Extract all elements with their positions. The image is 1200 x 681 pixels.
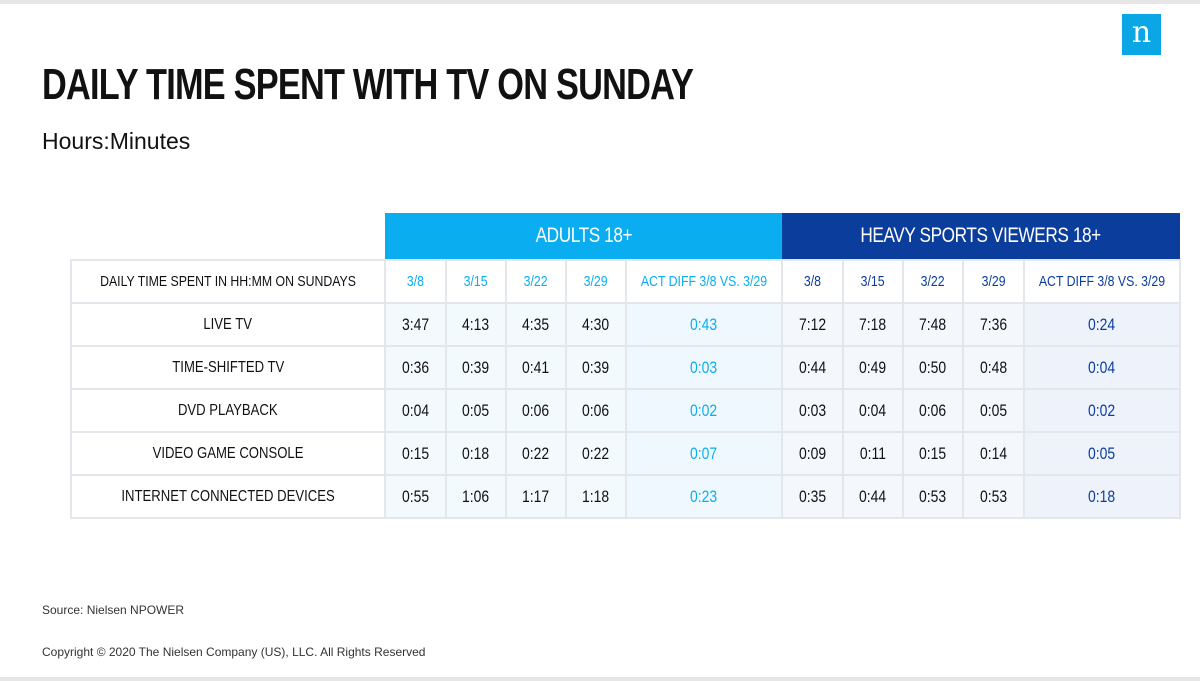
table-cell-diff: 0:03	[625, 345, 783, 390]
row-header-label: DAILY TIME SPENT IN HH:MM ON SUNDAYS	[70, 259, 386, 304]
table-cell: 0:05	[445, 388, 507, 433]
table-cell-diff: 0:24	[1022, 302, 1181, 347]
col-header-sports-3-29: 3/29	[961, 259, 1025, 304]
table-row: LIVE TV 3:47 4:13 4:35 4:30 0:43 7:12 7:…	[70, 302, 1181, 347]
group-header-sports: HEAVY SPORTS VIEWERS 18+	[781, 213, 1180, 260]
table-cell: 0:39	[565, 345, 627, 390]
page-subtitle: Hours:Minutes	[42, 128, 191, 154]
table-cell: 0:41	[505, 345, 567, 390]
table-row: VIDEO GAME CONSOLE 0:15 0:18 0:22 0:22 0…	[70, 431, 1181, 476]
table-cell: 0:05	[961, 388, 1025, 433]
source-note: Source: Nielsen NPOWER	[42, 603, 185, 617]
group-header-adults: ADULTS 18+	[385, 213, 782, 260]
table-cell: 1:06	[445, 474, 507, 519]
table-cell: 3:47	[384, 302, 447, 347]
table-cell: 0:04	[841, 388, 904, 433]
table-cell: 7:36	[961, 302, 1025, 347]
table-cell-diff: 0:18	[1022, 474, 1181, 519]
col-header-sports-diff: ACT DIFF 3/8 VS. 3/29	[1022, 259, 1181, 304]
table-cell: 0:04	[384, 388, 447, 433]
table-cell: 0:55	[384, 474, 447, 519]
table-cell: 4:13	[445, 302, 507, 347]
top-rule	[0, 0, 1200, 4]
table-cell-diff: 0:04	[1022, 345, 1181, 390]
table-row: DVD PLAYBACK 0:04 0:05 0:06 0:06 0:02 0:…	[70, 388, 1181, 433]
table-cell: 0:06	[901, 388, 964, 433]
table-cell: 7:48	[901, 302, 964, 347]
table-cell: 0:35	[780, 474, 844, 519]
col-header-adults-3-22: 3/22	[505, 259, 567, 304]
table-cell-diff: 0:02	[1022, 388, 1181, 433]
table-cell: 0:22	[565, 431, 627, 476]
page-title: DAILY TIME SPENT WITH TV ON SUNDAY	[42, 60, 694, 109]
col-header-adults-3-29: 3/29	[565, 259, 627, 304]
time-spent-table: ADULTS 18+ HEAVY SPORTS VIEWERS 18+ DAIL…	[70, 213, 1181, 519]
row-label: LIVE TV	[70, 302, 386, 347]
col-header-adults-3-15: 3/15	[445, 259, 507, 304]
corner-blank	[71, 213, 385, 260]
table-cell-diff: 0:02	[625, 388, 783, 433]
row-label: INTERNET CONNECTED DEVICES	[70, 474, 386, 519]
table-cell: 0:39	[445, 345, 507, 390]
table-cell: 0:44	[780, 345, 844, 390]
table-cell: 4:30	[565, 302, 627, 347]
table-cell: 0:50	[901, 345, 964, 390]
col-header-sports-3-15: 3/15	[841, 259, 904, 304]
table-cell: 0:06	[565, 388, 627, 433]
table-row: INTERNET CONNECTED DEVICES 0:55 1:06 1:1…	[70, 474, 1181, 519]
copyright-note: Copyright © 2020 The Nielsen Company (US…	[42, 645, 426, 659]
table-cell: 7:18	[841, 302, 904, 347]
col-header-adults-3-8: 3/8	[384, 259, 447, 304]
table-cell: 0:18	[445, 431, 507, 476]
table-cell: 0:15	[901, 431, 964, 476]
table-cell: 0:48	[961, 345, 1025, 390]
table-cell: 1:17	[505, 474, 567, 519]
table-cell: 0:06	[505, 388, 567, 433]
table-cell: 0:14	[961, 431, 1025, 476]
row-label: DVD PLAYBACK	[70, 388, 386, 433]
bottom-rule	[0, 677, 1200, 681]
table-cell: 0:44	[841, 474, 904, 519]
table-cell: 7:12	[780, 302, 844, 347]
table-cell: 1:18	[565, 474, 627, 519]
row-label: VIDEO GAME CONSOLE	[70, 431, 386, 476]
table-cell: 0:22	[505, 431, 567, 476]
table-cell: 0:49	[841, 345, 904, 390]
table-cell: 0:15	[384, 431, 447, 476]
table-cell-diff: 0:07	[625, 431, 783, 476]
table-cell: 0:03	[780, 388, 844, 433]
nielsen-logo: n	[1122, 14, 1161, 55]
table-cell: 0:09	[780, 431, 844, 476]
table-cell: 0:11	[841, 431, 904, 476]
col-header-adults-diff: ACT DIFF 3/8 VS. 3/29	[625, 259, 783, 304]
table-cell: 4:35	[505, 302, 567, 347]
row-label: TIME-SHIFTED TV	[70, 345, 386, 390]
table-cell-diff: 0:43	[625, 302, 783, 347]
table-cell: 0:53	[961, 474, 1025, 519]
table-cell-diff: 0:23	[625, 474, 783, 519]
col-header-sports-3-8: 3/8	[780, 259, 844, 304]
table-cell-diff: 0:05	[1022, 431, 1181, 476]
col-header-sports-3-22: 3/22	[901, 259, 964, 304]
table-row: TIME-SHIFTED TV 0:36 0:39 0:41 0:39 0:03…	[70, 345, 1181, 390]
table-cell: 0:53	[901, 474, 964, 519]
table-cell: 0:36	[384, 345, 447, 390]
